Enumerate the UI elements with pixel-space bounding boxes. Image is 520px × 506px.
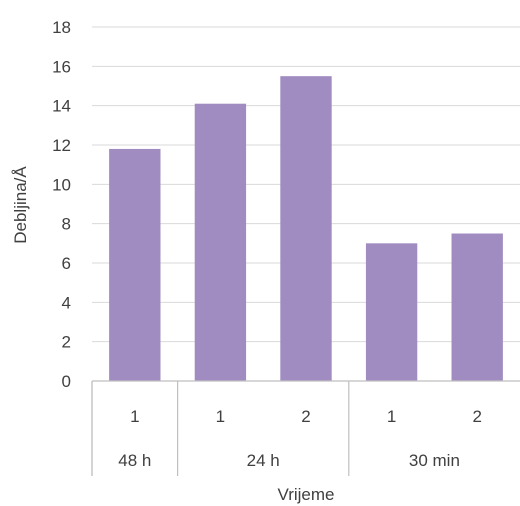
- y-tick-label: 0: [62, 372, 71, 391]
- axes: [91, 380, 520, 476]
- category-label: 1: [387, 407, 396, 426]
- x-axis-title: Vrijeme: [278, 485, 335, 504]
- category-label: 2: [301, 407, 310, 426]
- y-tick-label: 14: [52, 97, 71, 116]
- group-label: 24 h: [247, 451, 280, 470]
- y-tick-label: 2: [62, 333, 71, 352]
- bar: [280, 76, 332, 382]
- bar: [194, 103, 247, 381]
- y-tick-label: 18: [52, 18, 71, 37]
- y-tick-label: 4: [62, 293, 71, 312]
- bars: [109, 76, 503, 382]
- bar: [451, 233, 503, 381]
- y-tick-label: 10: [52, 175, 71, 194]
- y-tick-label: 6: [62, 254, 71, 273]
- y-axis-title: Debljina/Å: [11, 166, 30, 244]
- y-tick-label: 8: [62, 215, 71, 234]
- y-tick-label: 12: [52, 136, 71, 155]
- y-tick-label: 16: [52, 57, 71, 76]
- bar: [365, 243, 418, 381]
- group-label: 30 min: [409, 451, 460, 470]
- category-label: 1: [130, 407, 139, 426]
- group-label: 48 h: [118, 451, 151, 470]
- category-label: 1: [216, 407, 225, 426]
- bar: [109, 148, 161, 381]
- category-label: 2: [472, 407, 481, 426]
